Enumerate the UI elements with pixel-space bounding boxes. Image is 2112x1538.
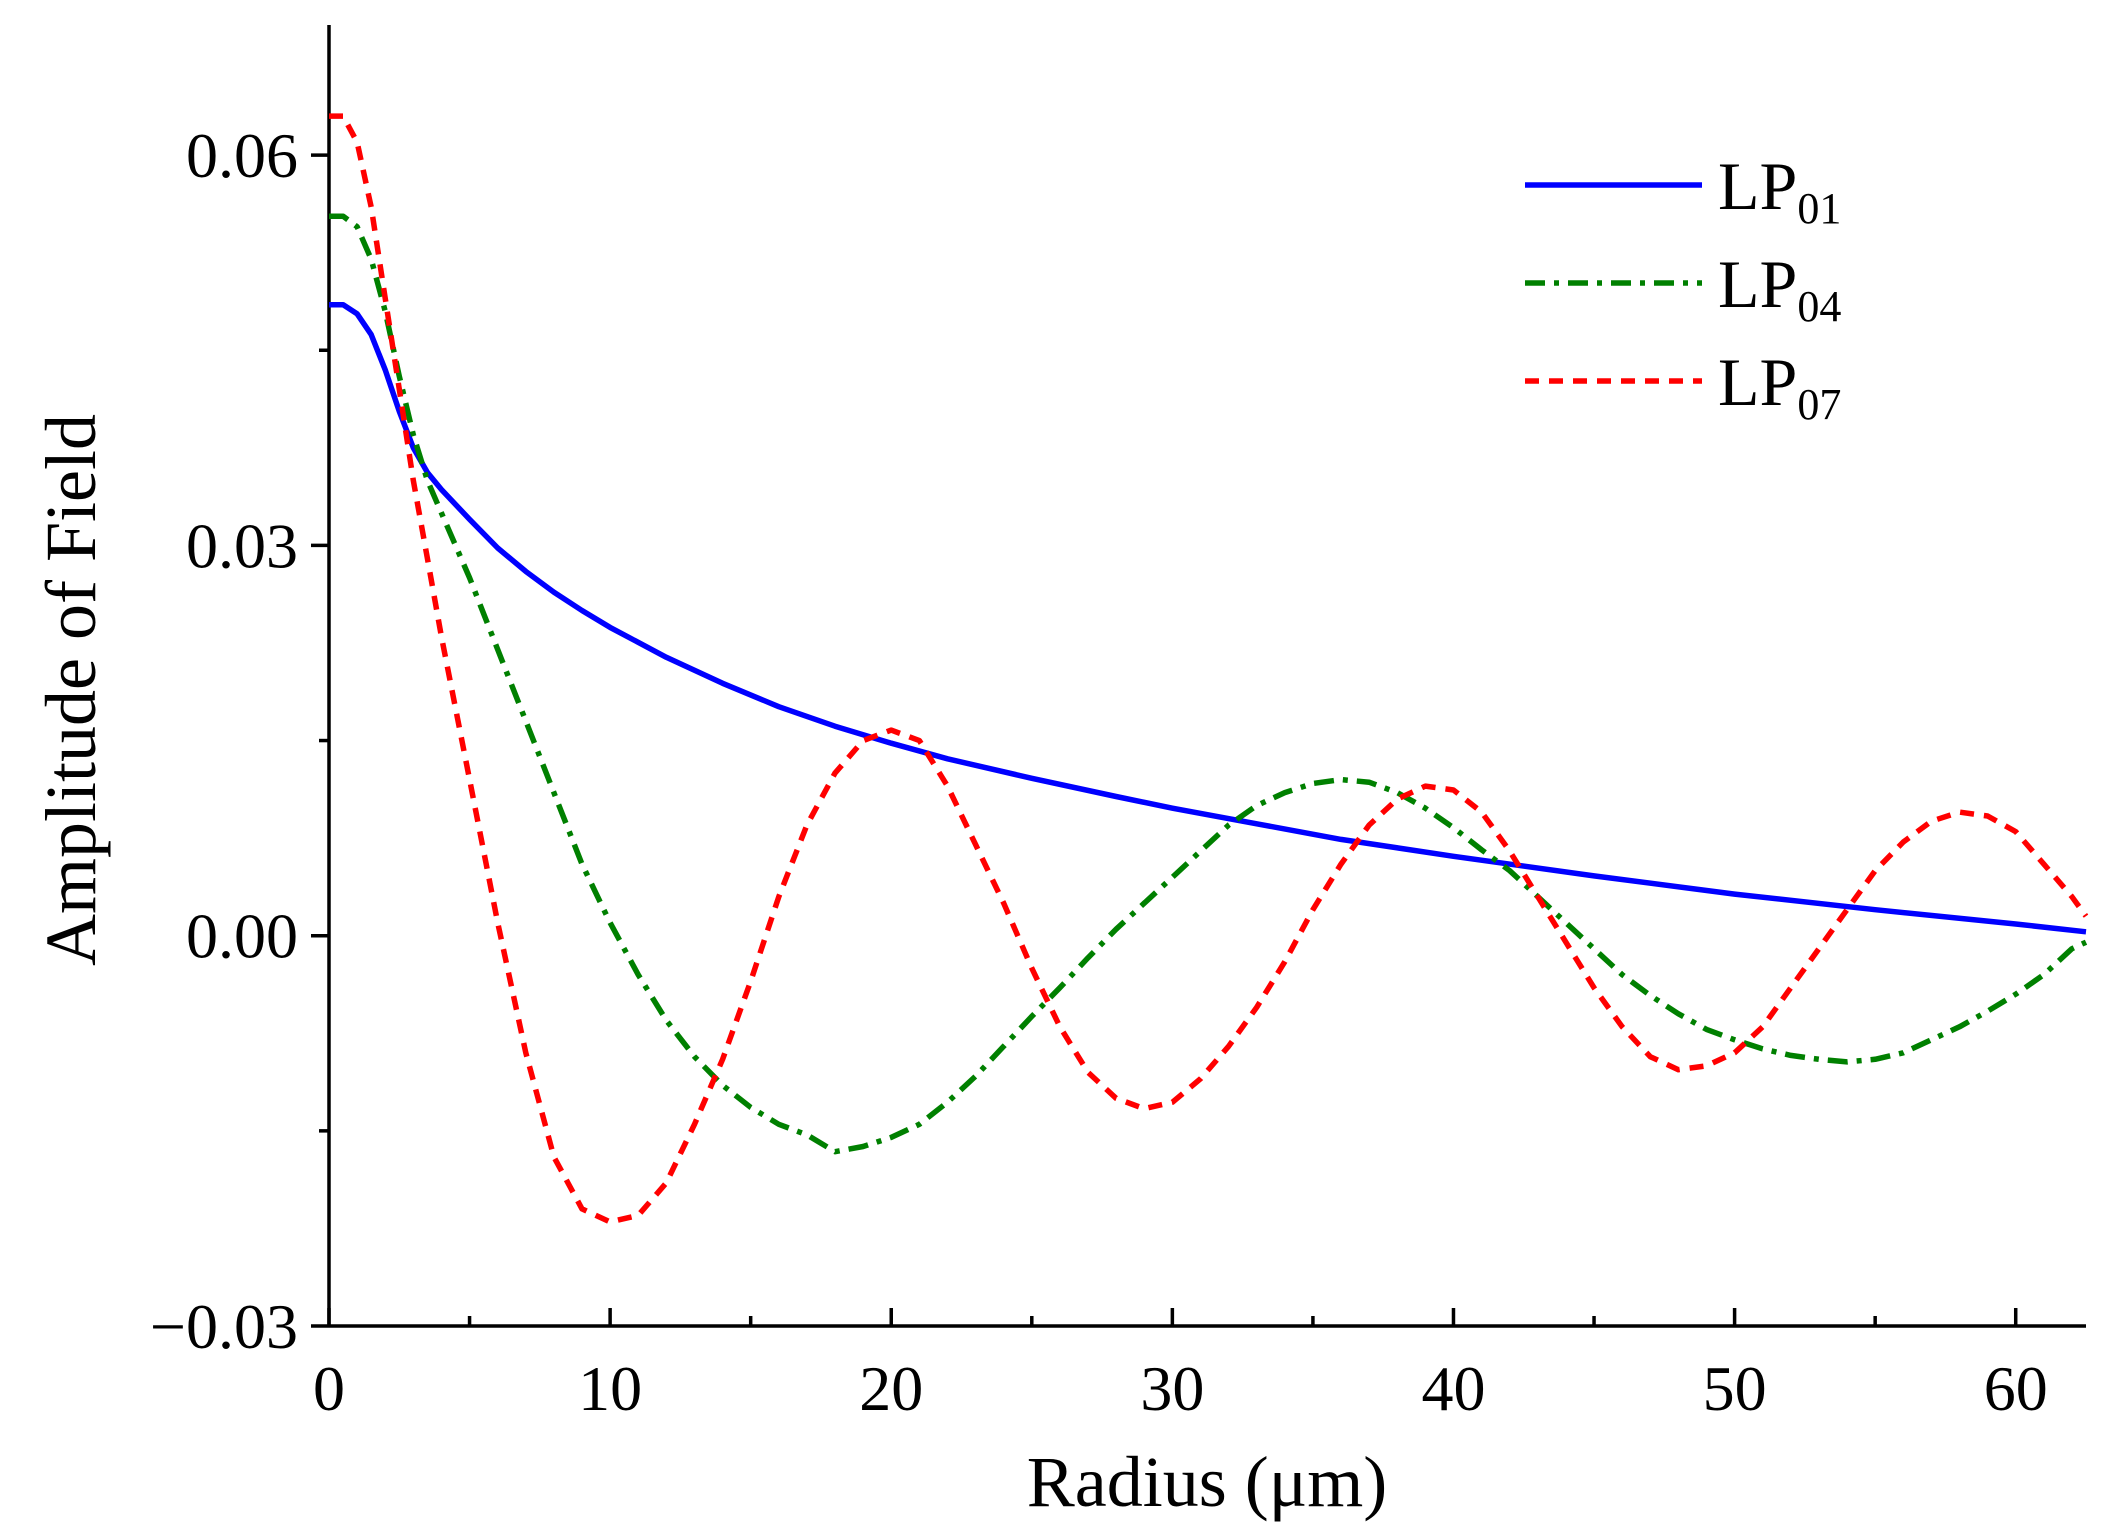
y-tick-label: 0.00 — [186, 901, 298, 972]
y-tick-label: 0.03 — [186, 510, 298, 581]
legend-label-lp07: LP07 — [1718, 344, 1841, 429]
x-tick-label: 60 — [1984, 1353, 2048, 1424]
y-tick-labels: −0.03 0.00 0.03 0.06 — [150, 120, 298, 1362]
y-tick-label: 0.06 — [186, 120, 298, 191]
legend: LP01 LP04 LP07 — [1525, 148, 1841, 429]
axis-ticks — [311, 153, 2018, 1328]
x-tick-labels: 0 10 20 30 40 50 60 — [313, 1353, 2048, 1424]
y-axis-label: Amplitude of Field — [31, 414, 111, 966]
x-axis-label: Radius (μm) — [1027, 1442, 1388, 1522]
series-layer — [329, 113, 2089, 1225]
plot-area — [311, 25, 2089, 1328]
x-tick-label: 0 — [313, 1353, 345, 1424]
x-tick-label: 20 — [859, 1353, 923, 1424]
legend-label-lp04: LP04 — [1718, 246, 1841, 331]
legend-label-lp01: LP01 — [1718, 148, 1841, 233]
series-line-lp07 — [329, 113, 2089, 1225]
x-tick-label: 10 — [578, 1353, 642, 1424]
x-tick-label: 40 — [1421, 1353, 1485, 1424]
y-tick-label: −0.03 — [150, 1291, 298, 1362]
x-tick-label: 50 — [1703, 1353, 1767, 1424]
series-line-lp04 — [329, 213, 2088, 1155]
x-tick-label: 30 — [1140, 1353, 1204, 1424]
